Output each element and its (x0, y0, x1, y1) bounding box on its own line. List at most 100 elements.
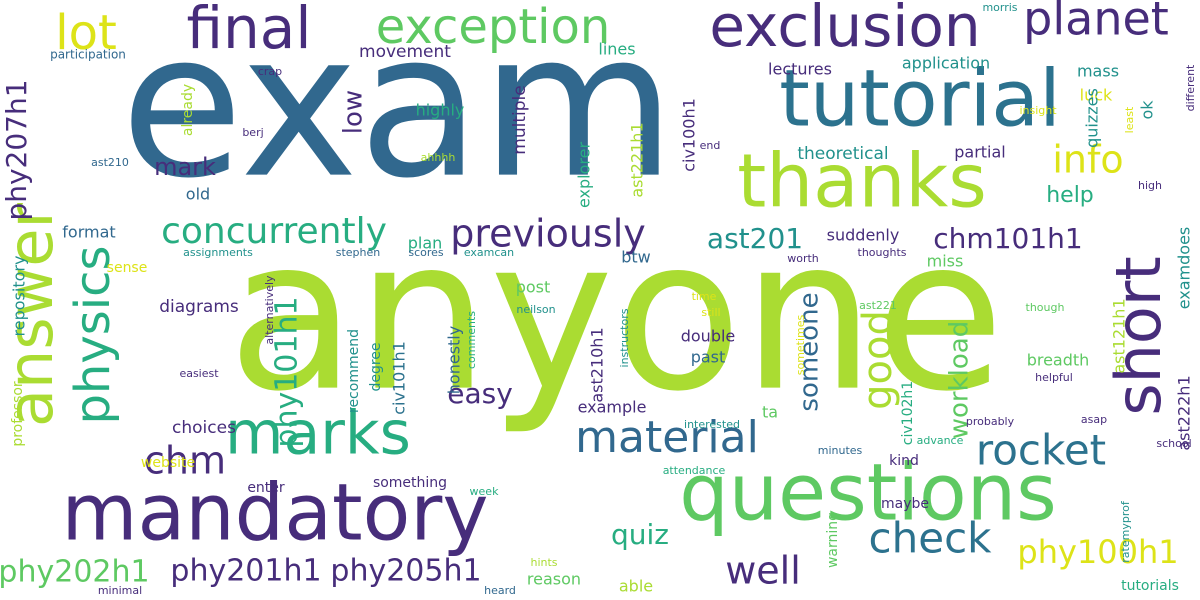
cloud-word-short: short (1102, 256, 1175, 415)
cloud-word-application: application (902, 54, 990, 73)
cloud-word-multiple: multiple (510, 85, 530, 154)
cloud-word-answer: answer (0, 203, 67, 427)
cloud-word-scores: scores (408, 246, 444, 259)
cloud-word-exclusion: exclusion (709, 0, 980, 60)
cloud-word-helpful: helpful (1035, 371, 1073, 384)
cloud-word-enter: enter (247, 480, 285, 496)
cloud-word-past: past (691, 348, 726, 367)
cloud-word-minimal: minimal (98, 584, 142, 597)
cloud-word-help: help (1046, 183, 1094, 208)
cloud-word-reason: reason (527, 570, 581, 589)
cloud-word-planet: planet (1023, 0, 1169, 46)
cloud-word-exam: exam (120, 0, 675, 223)
cloud-word-sense: sense (107, 260, 148, 276)
cloud-word-highly: highly (416, 101, 465, 120)
cloud-word-thanks: thanks (737, 139, 987, 225)
cloud-word-ratemyprof: ratemyprof (1119, 500, 1132, 563)
cloud-word-crap: crap (258, 65, 282, 78)
cloud-word-participation: participation (50, 48, 126, 62)
cloud-word-ta: ta (762, 403, 778, 422)
cloud-word-physics: physics (65, 245, 121, 424)
cloud-word-asap: asap (1081, 413, 1107, 426)
cloud-word-well: well (725, 549, 801, 593)
cloud-word-minutes: minutes (818, 444, 863, 457)
cloud-word-example: example (578, 398, 647, 417)
cloud-word-phy101h1: phy101h1 (270, 296, 305, 447)
cloud-word-end: end (700, 139, 721, 152)
cloud-word-comments: comments (465, 311, 478, 369)
cloud-word-breadth: breadth (1027, 351, 1090, 370)
cloud-word-chm101h1: chm101h1 (933, 222, 1082, 255)
cloud-word-phy202h1: phy202h1 (0, 555, 150, 590)
cloud-word-phy201h1: phy201h1 (170, 554, 321, 589)
cloud-word-easiest: easiest (179, 367, 219, 380)
cloud-word-exception: exception (376, 0, 611, 55)
cloud-word-civ101h1: civ101h1 (390, 341, 409, 415)
cloud-word-quiz: quiz (611, 518, 669, 551)
cloud-word-choices: choices (172, 418, 236, 438)
cloud-word-something: something (373, 475, 447, 491)
cloud-word-examdoes: examdoes (1175, 227, 1194, 310)
cloud-word-ast222h1: ast222h1 (1175, 375, 1194, 450)
cloud-word-still: still (701, 306, 720, 319)
cloud-word-berj: berj (242, 126, 263, 139)
cloud-word-marks: marks (225, 399, 411, 469)
cloud-word-advance: advance (917, 434, 964, 447)
cloud-word-high: high (1138, 179, 1162, 192)
cloud-word-honestly: honestly (445, 326, 464, 394)
cloud-word-info: info (1052, 138, 1123, 182)
cloud-word-week: week (470, 485, 500, 498)
cloud-word-miss: miss (927, 252, 964, 271)
cloud-word-lectures: lectures (768, 60, 832, 79)
cloud-word-already: already (180, 84, 196, 136)
cloud-word-hints: hints (530, 556, 557, 569)
cloud-word-lot: lot (55, 5, 117, 61)
cloud-word-ast210: ast210 (91, 156, 129, 169)
cloud-word-attendance: attendance (663, 464, 726, 477)
cloud-word-though: though (1026, 301, 1065, 314)
cloud-word-warning: warning (825, 512, 841, 568)
cloud-word-morris: morris (982, 1, 1017, 14)
cloud-word-thoughts: thoughts (858, 246, 907, 259)
cloud-word-ast221: ast221 (859, 299, 897, 312)
cloud-word-least: least (1123, 106, 1136, 133)
cloud-word-easy: easy (447, 377, 513, 410)
cloud-word-kind: kind (889, 453, 919, 469)
cloud-word-worth: worth (787, 252, 819, 265)
cloud-word-stephen: stephen (336, 246, 381, 259)
cloud-word-diagrams: diagrams (159, 297, 239, 317)
cloud-word-professor: professor (10, 381, 26, 447)
cloud-word-questions: questions (679, 448, 1057, 538)
cloud-word-ok: ok (1138, 100, 1157, 120)
cloud-word-lines: lines (598, 40, 635, 59)
cloud-word-sometimes: sometimes (794, 314, 807, 375)
cloud-word-low: low (339, 90, 369, 134)
cloud-word-alternatively: alternatively (263, 275, 276, 345)
cloud-word-luck: luck (1080, 86, 1113, 105)
cloud-word-format: format (62, 223, 115, 242)
cloud-word-insight: insight (1019, 104, 1057, 117)
cloud-word-repository: repository (10, 256, 29, 337)
cloud-word-plan: plan (408, 234, 443, 253)
cloud-word-phy207h1: phy207h1 (0, 79, 33, 220)
cloud-word-heard: heard (484, 584, 516, 597)
cloud-word-website: website (141, 455, 195, 471)
cloud-word-ast121h1: ast121h1 (1110, 298, 1129, 373)
cloud-word-able: able (619, 577, 653, 596)
cloud-word-time: time (692, 290, 717, 303)
cloud-word-phy100h1: phy100h1 (1017, 533, 1178, 571)
cloud-word-ast221h1: ast221h1 (628, 122, 647, 197)
cloud-word-mass: mass (1077, 62, 1119, 81)
cloud-word-chm: chm (144, 439, 226, 483)
cloud-word-tutorials: tutorials (1121, 578, 1179, 594)
cloud-word-recommend: recommend (346, 329, 362, 413)
cloud-word-partial: partial (954, 143, 1006, 162)
cloud-word-different: different (1184, 64, 1197, 111)
cloud-word-someone: someone (795, 292, 825, 411)
cloud-word-final: final (187, 0, 312, 62)
cloud-word-school: school (1156, 437, 1191, 450)
cloud-word-post: post (516, 278, 551, 297)
cloud-word-degree: degree (368, 342, 384, 391)
